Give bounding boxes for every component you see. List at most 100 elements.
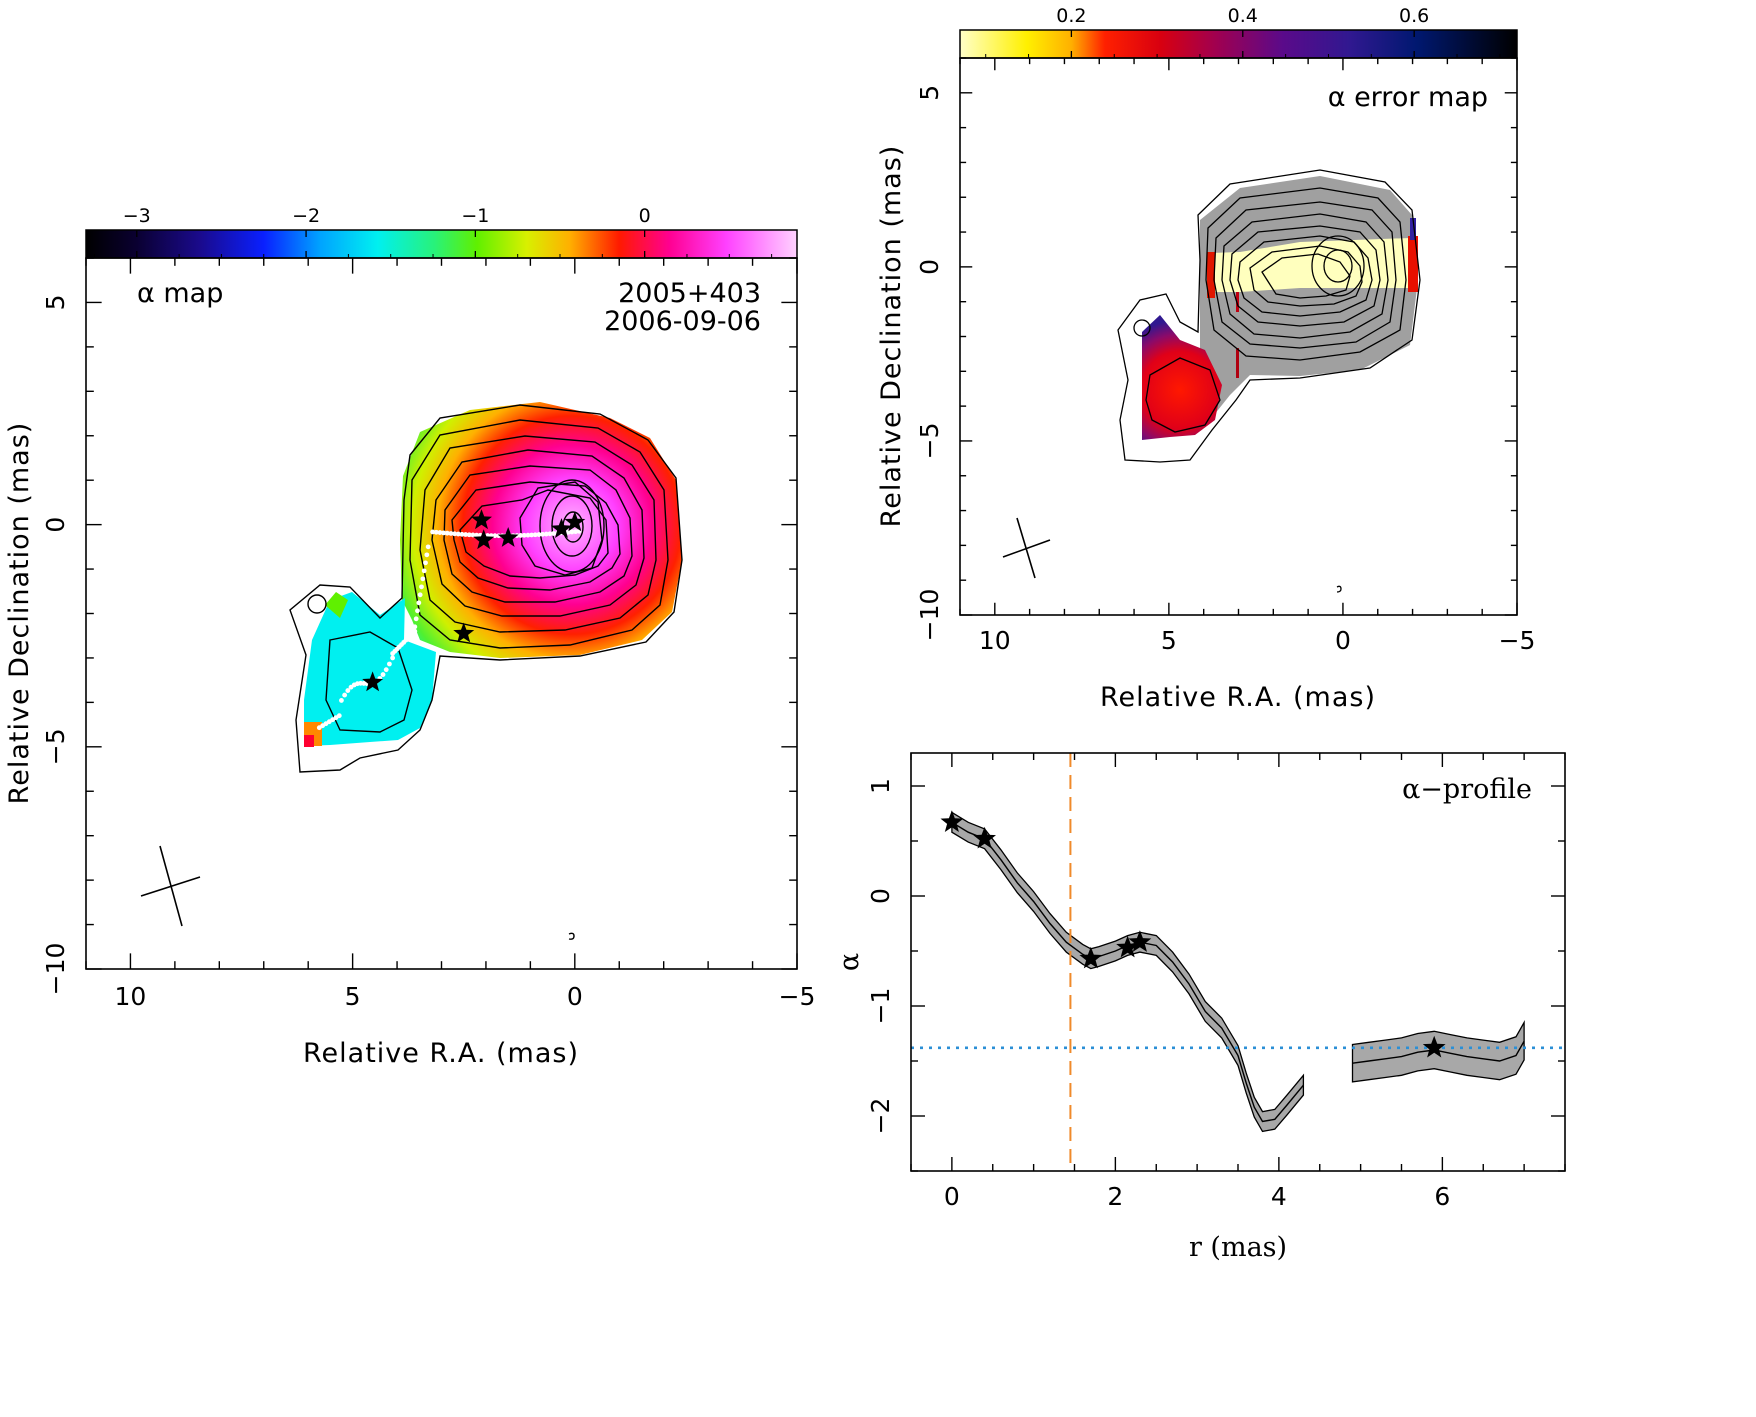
x-tick-label: 4	[1271, 1182, 1287, 1211]
alpha-map-marker	[568, 932, 575, 940]
profile-ylabel: α	[834, 953, 865, 971]
ridge-dot	[412, 624, 418, 630]
component-star	[453, 622, 475, 643]
ridge-dot	[529, 532, 534, 538]
profile-xlabel: r (mas)	[1189, 1232, 1287, 1263]
ridge-dot	[421, 568, 427, 574]
ridge-dot	[543, 531, 549, 537]
y-tick-label: −5	[915, 423, 944, 460]
x-tick-label: 5	[345, 982, 361, 1011]
ridge-dot	[424, 552, 430, 558]
alpha-map-edge	[304, 735, 314, 747]
colorbar-tick-label: −3	[123, 205, 151, 227]
profile-title: α−profile	[1402, 774, 1532, 805]
component-star	[471, 509, 492, 530]
y-tick-label: −2	[866, 1098, 895, 1135]
ridge-dot	[525, 532, 531, 538]
profile-lines	[951, 821, 1525, 1123]
ridge-dot	[419, 584, 424, 590]
ridge-dot	[387, 661, 392, 667]
alpha-map-ylabel: Relative Declination (mas)	[4, 422, 35, 805]
y-tick-label: 0	[915, 259, 944, 275]
x-tick-label: −5	[1499, 626, 1536, 655]
ridge-dot	[437, 530, 443, 535]
y-tick-label: 1	[866, 778, 895, 794]
profile-line	[1352, 1040, 1525, 1064]
error-colorbar	[959, 29, 1518, 59]
ridge-dot	[417, 592, 423, 598]
alpha-map-beam	[140, 845, 201, 927]
component-star	[473, 529, 495, 550]
ridge-dot	[547, 531, 553, 537]
component-star	[551, 518, 572, 538]
profile-star	[1116, 935, 1140, 958]
ridge-dot	[532, 532, 538, 538]
colorbar-tick-label: 0.6	[1399, 5, 1429, 27]
y-tick-label: −1	[866, 988, 895, 1025]
error-map-xlabel: Relative R.A. (mas)	[1100, 682, 1376, 713]
y-tick-label: −10	[41, 943, 70, 996]
profile-error-band	[951, 811, 1305, 1133]
x-tick-label: 10	[979, 626, 1011, 655]
component-star	[497, 527, 519, 547]
ridge-dot	[413, 616, 419, 622]
ridge-dot	[339, 698, 344, 703]
ridge-dot	[420, 576, 426, 582]
alpha-error-map-panel: 0.2 0.4 0.6	[876, 5, 1535, 713]
alpha-map-panel: −3 −2 −1 0	[4, 205, 815, 1069]
alpha-map-jet-region	[304, 592, 436, 746]
profile-star	[1128, 930, 1152, 952]
ridge-dot	[345, 688, 351, 693]
x-tick-label: 0	[1335, 626, 1351, 655]
y-tick-label: −10	[915, 589, 944, 642]
y-tick-label: −5	[41, 728, 70, 765]
error-map-edge	[1408, 236, 1418, 292]
ridge-dot	[459, 531, 465, 537]
y-tick-label: 0	[41, 517, 70, 533]
profile-frame	[910, 752, 1566, 1172]
ridge-dot	[316, 725, 322, 731]
x-tick-label: 10	[115, 982, 147, 1011]
ridge-dot	[380, 672, 386, 677]
alpha-map-xlabel: Relative R.A. (mas)	[303, 1038, 579, 1069]
ridge-dot	[348, 684, 354, 690]
profile-axes: 0 2 4 6 1 0 −1 −2	[866, 753, 1566, 1211]
ridge-dot	[474, 532, 480, 538]
ridge-dot	[390, 651, 396, 656]
alpha-ridge-line	[316, 528, 582, 731]
ridge-dot	[383, 667, 389, 673]
error-map-ylabel: Relative Declination (mas)	[876, 145, 907, 528]
error-map-core-region	[1200, 176, 1418, 420]
ridge-dot	[390, 655, 396, 661]
ridge-dot	[565, 529, 571, 535]
component-star	[362, 671, 384, 692]
ridge-dot	[551, 531, 556, 536]
error-map-axes: 10 5 0 −5 5 0 −5 −10	[915, 57, 1536, 655]
x-tick-label: 0	[944, 1182, 960, 1211]
alpha-map-axes: 10 5 0 −5 5 0 −5 −10	[41, 257, 816, 1011]
ridge-dot	[444, 530, 450, 536]
y-tick-label: 5	[41, 294, 70, 310]
alpha-colorbar	[85, 229, 798, 259]
error-map-title: α error map	[1328, 82, 1488, 113]
x-tick-label: −5	[779, 982, 816, 1011]
alpha-map-annotation-date: 2006-09-06	[604, 306, 761, 337]
error-map-beam	[1002, 517, 1051, 579]
error-colorbar-ticks: 0.2 0.4 0.6	[985, 5, 1501, 58]
ridge-dot	[430, 529, 436, 535]
ridge-dot	[536, 532, 542, 537]
alpha-map-image	[304, 402, 682, 747]
component-star	[564, 511, 586, 532]
ridge-dot	[521, 532, 527, 538]
colorbar-tick-label: −1	[461, 205, 489, 227]
ridge-dot	[416, 600, 422, 606]
ridge-dot	[425, 544, 431, 550]
alpha-map-edge	[325, 592, 348, 618]
ridge-dot	[342, 692, 348, 698]
error-map-edge	[1410, 218, 1416, 240]
alpha-map-annotation-source: 2005+403	[618, 278, 761, 309]
ridge-dot	[423, 560, 428, 566]
x-tick-label: 6	[1434, 1182, 1450, 1211]
error-map-edge	[1236, 292, 1239, 312]
